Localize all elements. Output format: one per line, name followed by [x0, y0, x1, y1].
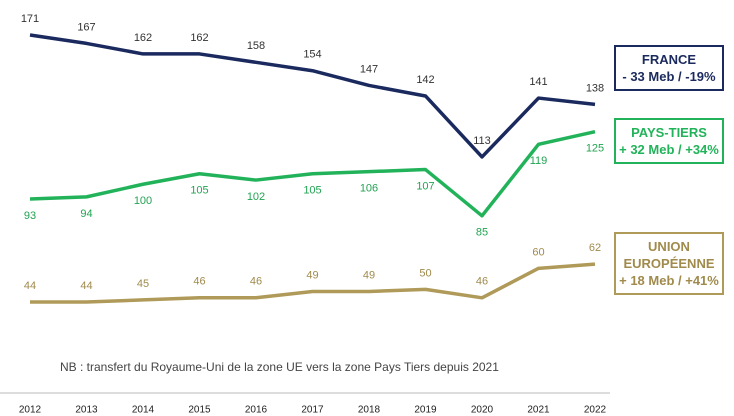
legend-box: PAYS-TIERS + 32 Meb / +34% [614, 118, 724, 164]
x-tick-label: 2022 [584, 405, 607, 416]
data-label: 107 [416, 180, 434, 192]
data-label: 94 [80, 208, 92, 220]
line-series [29, 130, 596, 218]
data-label: 171 [21, 13, 39, 25]
legend-change: + 32 Meb / +34% [619, 142, 719, 157]
data-label: 147 [360, 63, 378, 75]
data-label: 85 [476, 227, 488, 239]
data-label: 93 [24, 210, 36, 222]
data-label: 50 [419, 267, 431, 279]
x-tick-label: 2020 [471, 405, 494, 416]
x-tick-label: 2017 [301, 405, 324, 416]
line-series [29, 33, 596, 159]
data-label: 102 [247, 191, 265, 203]
data-label: 46 [193, 276, 205, 288]
data-label: 162 [134, 32, 152, 44]
data-label: 138 [586, 82, 604, 94]
data-label: 142 [416, 74, 434, 86]
data-label: 49 [306, 269, 318, 281]
legend-change: - 33 Meb / -19% [622, 69, 716, 84]
data-label: 105 [190, 185, 208, 197]
data-label: 100 [134, 195, 152, 207]
x-tick-label: 2018 [358, 405, 381, 416]
data-label: 62 [589, 242, 601, 254]
x-tick-label: 2016 [245, 405, 268, 416]
x-tick-label: 2021 [527, 405, 550, 416]
data-label: 125 [586, 143, 604, 155]
x-tick-label: 2014 [132, 405, 155, 416]
data-label: 141 [529, 76, 547, 88]
legend-name: FRANCE [641, 52, 697, 67]
data-label: 158 [247, 40, 265, 52]
legend-name: PAYS-TIERS [631, 125, 707, 140]
data-label: 46 [250, 276, 262, 288]
data-label: 44 [80, 280, 92, 292]
data-label: 154 [303, 49, 321, 61]
note: NB : transfert du Royaume-Uni de la zone… [60, 360, 499, 374]
data-label: 49 [363, 269, 375, 281]
data-label: 162 [190, 32, 208, 44]
legend-change: + 18 Meb / +41% [619, 273, 719, 288]
data-label: 106 [360, 183, 378, 195]
data-label: 167 [77, 21, 95, 33]
data-label: 113 [473, 135, 491, 147]
legend-box: FRANCE - 33 Meb / -19% [614, 45, 724, 91]
data-label: 44 [24, 280, 36, 292]
data-label: 60 [532, 246, 544, 258]
x-tick-label: 2013 [75, 405, 98, 416]
data-label: 119 [530, 155, 548, 167]
line-series [30, 262, 596, 304]
data-label: 45 [137, 278, 149, 290]
legend-box: UNION EUROPÉENNE + 18 Meb / +41% [614, 232, 724, 295]
legend-name: UNION EUROPÉENNE [623, 239, 715, 271]
data-label: 46 [476, 276, 488, 288]
data-label: 105 [303, 185, 321, 197]
x-tick-label: 2015 [188, 405, 211, 416]
x-tick-label: 2019 [414, 405, 437, 416]
x-tick-label: 2012 [19, 405, 42, 416]
